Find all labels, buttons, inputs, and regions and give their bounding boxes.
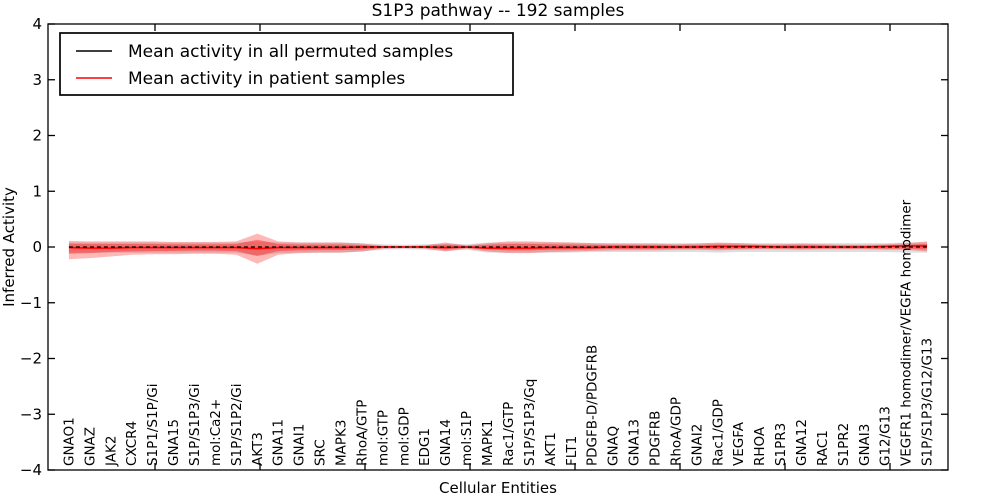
category-label: GNAI1 bbox=[292, 424, 308, 466]
category-label: SRC bbox=[313, 439, 329, 466]
category-label: mol:GTP bbox=[375, 410, 391, 466]
y-tick-label: 0 bbox=[32, 238, 42, 256]
category-label: GNAZ bbox=[82, 427, 98, 466]
legend-box bbox=[59, 32, 514, 96]
category-label: RhoA/GDP bbox=[668, 397, 684, 466]
category-label: S1PR2 bbox=[836, 423, 852, 466]
category-label: MAPK3 bbox=[334, 420, 350, 466]
category-label: G12/G13 bbox=[878, 406, 894, 466]
category-label: mol:S1P bbox=[459, 411, 475, 466]
category-label: GNAQ bbox=[606, 426, 622, 466]
chart-title: S1P3 pathway -- 192 samples bbox=[372, 1, 625, 21]
category-label: S1P/S1P3/Gi bbox=[187, 384, 203, 467]
y-tick-label: −4 bbox=[20, 461, 42, 479]
category-label: S1P/S1P3/G12/G13 bbox=[920, 338, 936, 466]
category-label: MAPK1 bbox=[480, 420, 496, 466]
category-label: S1P1/S1P/Gi bbox=[145, 384, 161, 467]
category-label: VEGFR1 homodimer/VEGFA homodimer bbox=[899, 199, 915, 466]
category-label: AKT3 bbox=[250, 432, 266, 466]
category-label: GNA11 bbox=[271, 419, 287, 466]
series-lines bbox=[68, 245, 928, 250]
category-label: S1PR3 bbox=[773, 423, 789, 466]
y-tick-label: −3 bbox=[20, 405, 42, 423]
category-label: PDGFB-D/PDGFRB bbox=[585, 345, 601, 466]
category-labels: GNAO1 GNAZ JAK2 CXCR4 S1P1/S1P/Gi GNA15 S1P/S1… bbox=[61, 199, 935, 467]
y-tick-label: 2 bbox=[32, 127, 42, 145]
category-label: GNA15 bbox=[166, 419, 182, 466]
category-label: GNAO1 bbox=[61, 417, 77, 466]
y-axis-label: Inferred Activity bbox=[0, 187, 18, 307]
category-label: Rac1/GTP bbox=[501, 402, 517, 466]
category-label: GNA14 bbox=[438, 419, 454, 466]
category-label: RhoA/GTP bbox=[354, 400, 370, 466]
category-label: JAK2 bbox=[103, 436, 119, 467]
category-label: S1P/S1P3/Gq bbox=[522, 379, 538, 466]
legend: Mean activity in all permuted samples Me… bbox=[59, 32, 514, 96]
category-label: GNA12 bbox=[794, 419, 810, 466]
x-ticks bbox=[154, 24, 891, 470]
y-tick-label: −1 bbox=[20, 294, 42, 312]
category-label: VEGFA bbox=[731, 421, 747, 466]
category-label: GNAI2 bbox=[689, 424, 705, 466]
y-ticks: 4 3 2 1 0 −1 −2 −3 −4 bbox=[20, 15, 948, 479]
category-label: CXCR4 bbox=[124, 421, 140, 466]
category-label: S1P/S1P2/Gi bbox=[229, 384, 245, 467]
category-label: Rac1/GDP bbox=[710, 399, 726, 466]
category-label: mol:Ca2+ bbox=[208, 399, 224, 466]
category-label: AKT1 bbox=[543, 432, 559, 466]
x-axis-label: Cellular Entities bbox=[439, 479, 557, 497]
category-label: PDGFRB bbox=[647, 411, 663, 466]
category-label: RAC1 bbox=[815, 430, 831, 466]
y-tick-label: 3 bbox=[32, 71, 42, 89]
category-label: GNA13 bbox=[627, 419, 643, 466]
category-label: RHOA bbox=[752, 426, 768, 466]
category-label: FLT1 bbox=[564, 436, 580, 466]
y-tick-label: 4 bbox=[32, 15, 42, 33]
legend-label-permuted: Mean activity in all permuted samples bbox=[128, 42, 453, 62]
category-label: mol:GDP bbox=[396, 407, 412, 466]
y-tick-label: −2 bbox=[20, 350, 42, 368]
chart-generated-content: 4 3 2 1 0 −1 −2 −3 −4 GNAO1 GNAZ JAK2 CXCR4 S1P1/S1P/… bbox=[20, 15, 949, 479]
category-label: GNAI3 bbox=[857, 424, 873, 466]
category-label: EDG1 bbox=[417, 428, 433, 466]
legend-label-patient: Mean activity in patient samples bbox=[128, 69, 405, 89]
y-tick-label: 1 bbox=[32, 182, 42, 200]
